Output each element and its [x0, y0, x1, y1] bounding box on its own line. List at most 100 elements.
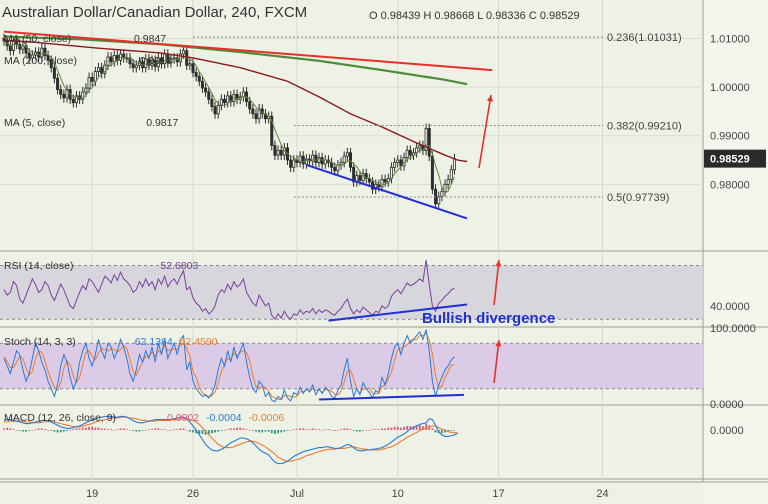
macd-histogram-bar — [9, 428, 12, 430]
stoch-title[interactable]: Stoch (14, 3, 3) 62.1364 52.4590 — [4, 336, 218, 348]
macd-histogram-bar — [100, 428, 103, 430]
candle-body — [446, 179, 450, 185]
macd-y-tick-label: 0.0000 — [710, 425, 744, 437]
fib-level-label: 0.382(0.99210) — [607, 121, 682, 133]
candle-body — [377, 183, 381, 188]
macd-signal-value: -0.0006 — [248, 412, 285, 424]
candle-body — [56, 77, 60, 90]
candle-body — [241, 91, 245, 98]
candle-body — [90, 76, 94, 82]
macd-histogram-bar — [440, 430, 443, 434]
candle-body — [348, 152, 352, 168]
candle-body — [194, 72, 198, 77]
macd-histogram-bar — [406, 426, 409, 430]
macd-histogram-bar — [343, 428, 346, 430]
candle-body — [191, 63, 195, 73]
legend-ma200-value: 0.9918 — [139, 55, 172, 67]
legend-ma200-label: MA (200, close) — [4, 55, 77, 67]
macd-histogram-bar — [248, 430, 251, 431]
candle-body — [24, 45, 28, 54]
macd-histogram-bar — [138, 430, 141, 432]
macd-histogram-bar — [299, 428, 301, 430]
macd-histogram-bar — [371, 429, 374, 430]
macd-histogram-bar — [346, 428, 349, 430]
macd-histogram-bar — [25, 430, 27, 432]
macd-histogram-bar — [37, 428, 40, 430]
candle-body — [81, 91, 85, 100]
price-axis-bg — [703, 0, 768, 504]
rsi-title[interactable]: RSI (14, close) 52.6803 — [4, 260, 198, 272]
macd-histogram-bar — [53, 430, 56, 432]
macd-histogram-bar — [242, 428, 245, 430]
legend-ma50-value: 0.9847 — [134, 33, 167, 45]
candle-body — [131, 63, 135, 69]
macd-histogram-bar — [94, 427, 97, 430]
macd-histogram-bar — [251, 430, 254, 431]
legend-ma5[interactable]: MA (5, close) 0.9817 — [4, 117, 178, 129]
macd-histogram-bar — [3, 428, 5, 430]
macd-histogram-bar — [337, 430, 339, 431]
candle-body — [254, 113, 258, 120]
candle-body — [204, 87, 208, 93]
candle-body — [257, 108, 261, 120]
fib-level-label: 0.5(0.97739) — [607, 192, 669, 204]
macd-title-label: MACD (12, 26, close, 9) — [4, 412, 117, 424]
macd-histogram-bar — [220, 430, 223, 431]
candle-body — [27, 52, 31, 59]
macd-histogram-bar — [97, 427, 100, 430]
candle-body — [263, 113, 267, 120]
candle-body — [443, 183, 447, 193]
macd-histogram-bar — [66, 430, 68, 431]
macd-histogram-bar — [103, 428, 106, 430]
stoch-arrow-head — [495, 340, 502, 347]
ohlc-readout: O 0.98439 H 0.98668 L 0.98336 C 0.98529 — [369, 10, 580, 22]
macd-histogram-bar — [261, 430, 264, 433]
macd-histogram-bar — [255, 430, 257, 432]
macd-histogram-bar — [415, 425, 418, 430]
stoch-y-tick-label: 100.0000 — [710, 323, 756, 335]
macd-histogram-bar — [144, 430, 147, 431]
candle-body — [449, 169, 453, 180]
macd-histogram-bar — [12, 429, 15, 430]
candle-body — [112, 55, 116, 63]
macd-histogram-bar — [270, 430, 273, 434]
macd-histogram-bar — [431, 428, 434, 430]
x-tick-label: 10 — [392, 488, 404, 500]
candle-body — [229, 95, 233, 103]
macd-histogram-bar — [214, 430, 216, 433]
macd-histogram-bar — [129, 430, 131, 431]
macd-histogram-bar — [305, 429, 308, 430]
macd-histogram-bar — [409, 426, 412, 430]
macd-hist-value: 0.0002 — [166, 412, 200, 424]
macd-histogram-bar — [135, 430, 138, 432]
candle-body — [289, 159, 293, 168]
macd-histogram-bar — [324, 429, 327, 430]
macd-histogram-bar — [192, 430, 194, 433]
macd-histogram-bar — [422, 426, 424, 430]
macd-histogram-bar — [62, 430, 65, 432]
candle-body — [336, 164, 340, 172]
macd-histogram-bar — [50, 430, 53, 431]
legend-ma50[interactable]: MA (50, close) 0.9847 — [4, 33, 166, 45]
candle-body — [452, 158, 456, 171]
candle-body — [30, 54, 34, 59]
last-price-badge — [704, 149, 766, 168]
macd-signal-line — [4, 416, 458, 462]
macd-histogram-bar — [59, 430, 62, 433]
last-price-label: 0.98529 — [710, 154, 750, 166]
candle-body — [40, 47, 44, 58]
bullish-divergence-annotation: Bullish divergence — [422, 310, 556, 327]
stoch-d-value: 52.4590 — [179, 336, 218, 348]
ma50-line — [3, 39, 468, 163]
macd-histogram-bar — [425, 423, 427, 430]
legend-ma200[interactable]: MA (200, close) 0.9918 — [4, 55, 172, 67]
macd-histogram-bar — [173, 429, 175, 430]
candle-body — [248, 101, 252, 110]
macd-histogram-bar — [166, 430, 169, 431]
rsi-arrow — [493, 259, 500, 306]
macd-title[interactable]: MACD (12, 26, close, 9) 0.0002 -0.0004 -… — [4, 412, 284, 424]
macd-histogram-bar — [75, 428, 78, 430]
macd-histogram-bar — [390, 427, 393, 430]
macd-histogram-bar — [176, 429, 179, 430]
